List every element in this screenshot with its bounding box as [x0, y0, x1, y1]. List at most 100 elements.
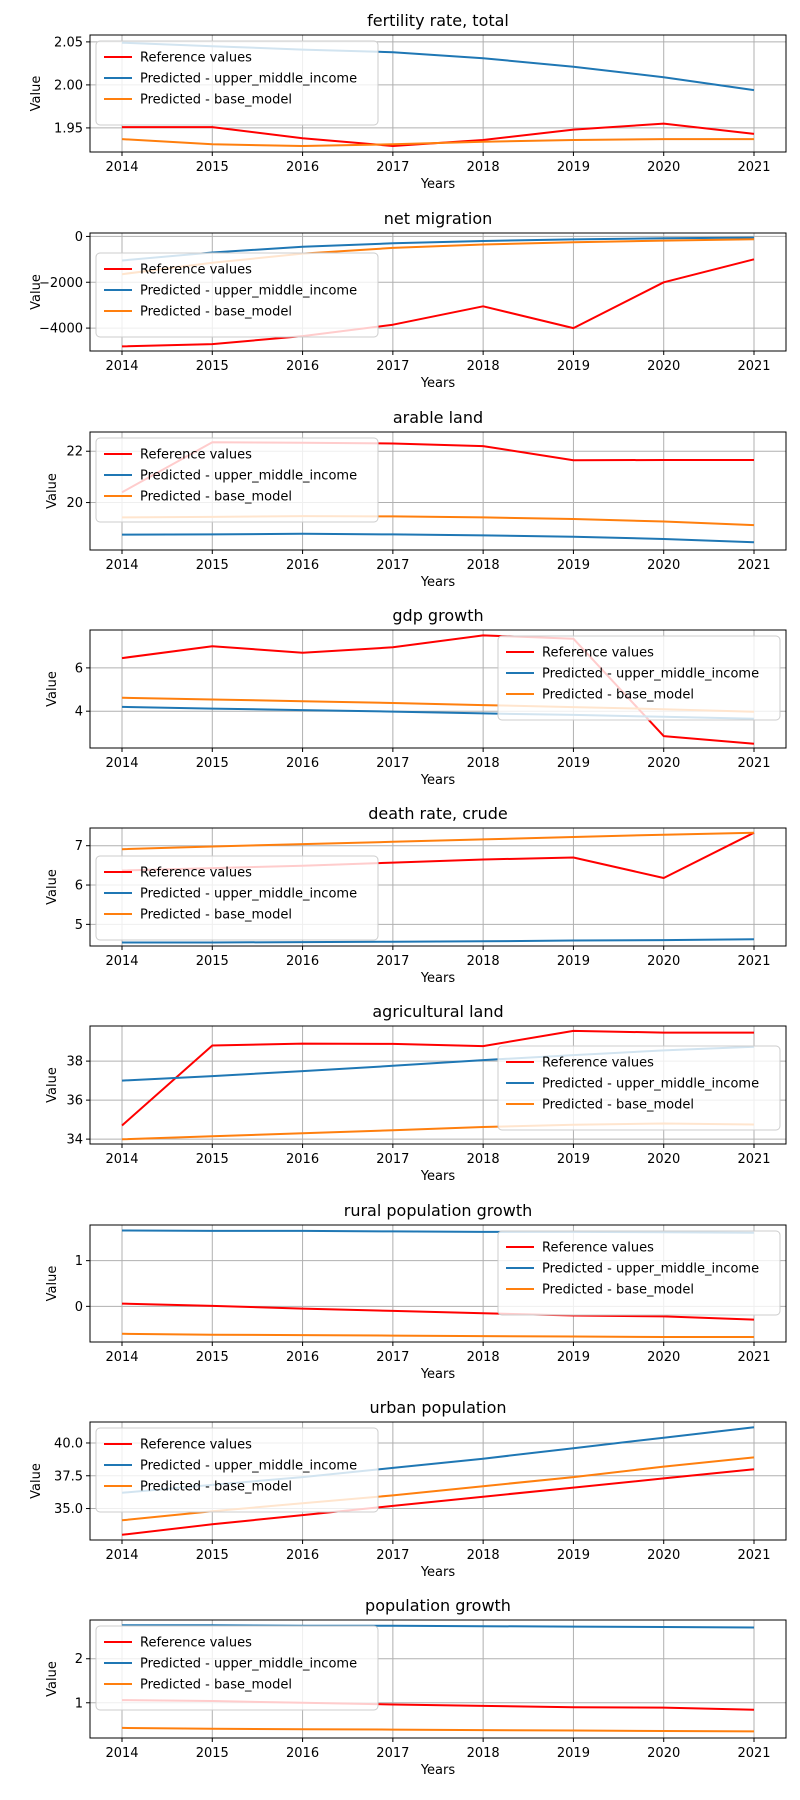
x-tick-label: 2016 [286, 160, 319, 175]
y-tick-label: 7 [75, 839, 83, 854]
x-tick-label: 2020 [647, 558, 680, 573]
x-tick-label: 2017 [376, 160, 409, 175]
x-tick-label: 2017 [376, 1350, 409, 1365]
legend-label: Reference values [542, 1241, 654, 1256]
x-tick-label: 2020 [647, 1152, 680, 1167]
chart-panel: 2014 2015 2016 2017 2018 2019 2020 2021 1.95 2.00… [29, 11, 787, 192]
series-line [121, 532, 755, 544]
y-axis-label: Value [45, 473, 60, 509]
legend-label: Predicted - upper_middle_income [542, 1077, 759, 1092]
series-line [121, 1468, 755, 1536]
x-tick-label: 2020 [647, 954, 680, 969]
x-tick-label: 2021 [737, 359, 770, 374]
chart-title: net migration [384, 209, 493, 228]
plot-frame [89, 431, 787, 551]
series-line [122, 1624, 755, 1629]
legend-label: Predicted - upper_middle_income [140, 1459, 357, 1474]
legend: Reference values Predicted - upper_middle… [95, 252, 379, 338]
legend-box [497, 1230, 781, 1316]
x-tick-label: 2016 [286, 954, 319, 969]
x-tick-label: 2014 [105, 1152, 138, 1167]
chart-panel: 2014 2015 2016 2017 2018 2019 2020 2021 5 6 7 death… [45, 804, 787, 986]
y-tick-label: −4000 [39, 322, 83, 337]
y-tick-label: 38 [66, 1055, 83, 1070]
series-line [121, 236, 755, 262]
chart-panel: 2014 2015 2016 2017 2018 2019 2020 2021 −4000 −20… [29, 209, 787, 391]
legend: Reference values Predicted - upper_middle… [95, 437, 379, 523]
legend-label: Reference values [140, 448, 252, 463]
x-tick-label: 2014 [105, 756, 138, 771]
x-tick-label: 2019 [557, 558, 590, 573]
x-tick-label: 2015 [196, 359, 229, 374]
y-axis-label: Value [29, 76, 44, 112]
legend-box [95, 1625, 379, 1711]
x-tick-label: 2016 [286, 756, 319, 771]
legend-label: Predicted - base_model [542, 688, 694, 703]
plot-frame [89, 1421, 787, 1541]
x-tick-label: 2019 [557, 756, 590, 771]
x-tick-label: 2021 [737, 558, 770, 573]
y-axis-label: Value [29, 274, 44, 310]
y-axis-label: Value [29, 1463, 44, 1499]
legend-label: Reference values [140, 1438, 252, 1453]
legend-label: Predicted - upper_middle_income [140, 1657, 357, 1672]
legend-label: Predicted - upper_middle_income [542, 1262, 759, 1277]
x-tick-label: 2015 [196, 160, 229, 175]
x-tick-label: 2017 [376, 1152, 409, 1167]
x-tick-label: 2014 [105, 954, 138, 969]
x-tick-label: 2020 [647, 160, 680, 175]
series-line [121, 138, 754, 147]
y-tick-label: 1 [75, 1696, 83, 1711]
series-line [121, 1726, 755, 1733]
x-axis-label: Years [420, 773, 456, 788]
plot-frame [89, 232, 787, 352]
y-tick-label: 1 [75, 1254, 83, 1269]
legend-box [95, 40, 379, 126]
legend-box [497, 635, 781, 721]
x-tick-label: 2015 [196, 558, 229, 573]
y-axis-label: Value [45, 1266, 60, 1302]
x-tick-label: 2020 [647, 1746, 680, 1761]
legend-label: Reference values [140, 1636, 252, 1651]
x-tick-label: 2018 [467, 160, 500, 175]
y-tick-label: 40.0 [54, 1436, 83, 1451]
legend-label: Reference values [140, 263, 252, 278]
y-tick-label: 6 [75, 661, 83, 676]
legend-label: Predicted - upper_middle_income [140, 887, 357, 902]
x-tick-label: 2018 [467, 1350, 500, 1365]
chart-panel: 2014 2015 2016 2017 2018 2019 2020 2021 1 2 popula… [45, 1596, 787, 1778]
legend-label: Predicted - upper_middle_income [140, 284, 357, 299]
series-line [121, 831, 755, 851]
legend: Reference values Predicted - upper_middle… [497, 1045, 781, 1131]
chart-title: urban population [369, 1398, 506, 1417]
x-tick-label: 2017 [376, 1746, 409, 1761]
x-axis-label: Years [420, 1169, 456, 1184]
y-axis-label: Value [45, 671, 60, 707]
series-line [121, 1029, 754, 1127]
chart-panel: 2014 2015 2016 2017 2018 2019 2020 2021 4 6 gdp gr… [45, 606, 787, 788]
x-tick-label: 2016 [286, 1746, 319, 1761]
x-tick-label: 2017 [376, 558, 409, 573]
y-tick-label: 37.5 [54, 1469, 83, 1484]
legend-label: Predicted - base_model [140, 1678, 292, 1693]
series-line [121, 258, 755, 348]
plot-frame [89, 1619, 787, 1739]
y-tick-label: 2.00 [54, 78, 83, 93]
x-tick-label: 2016 [286, 359, 319, 374]
plot-frame [89, 34, 787, 153]
legend-label: Predicted - upper_middle_income [140, 72, 357, 87]
series-line [121, 1302, 755, 1321]
x-tick-label: 2020 [647, 359, 680, 374]
chart-title: arable land [393, 408, 483, 427]
y-tick-label: 4 [75, 705, 83, 720]
legend-label: Reference values [542, 646, 654, 661]
legend-label: Reference values [542, 1056, 654, 1071]
chart-panel: 2014 2015 2016 2017 2018 2019 2020 2021 35.0 37.5… [29, 1398, 787, 1580]
legend-label: Predicted - upper_middle_income [542, 667, 759, 682]
x-tick-label: 2018 [467, 359, 500, 374]
y-tick-label: 2.05 [54, 35, 83, 50]
legend-label: Predicted - base_model [140, 490, 292, 505]
legend-label: Predicted - base_model [140, 908, 292, 923]
x-tick-label: 2017 [376, 954, 409, 969]
x-tick-label: 2014 [105, 1350, 138, 1365]
